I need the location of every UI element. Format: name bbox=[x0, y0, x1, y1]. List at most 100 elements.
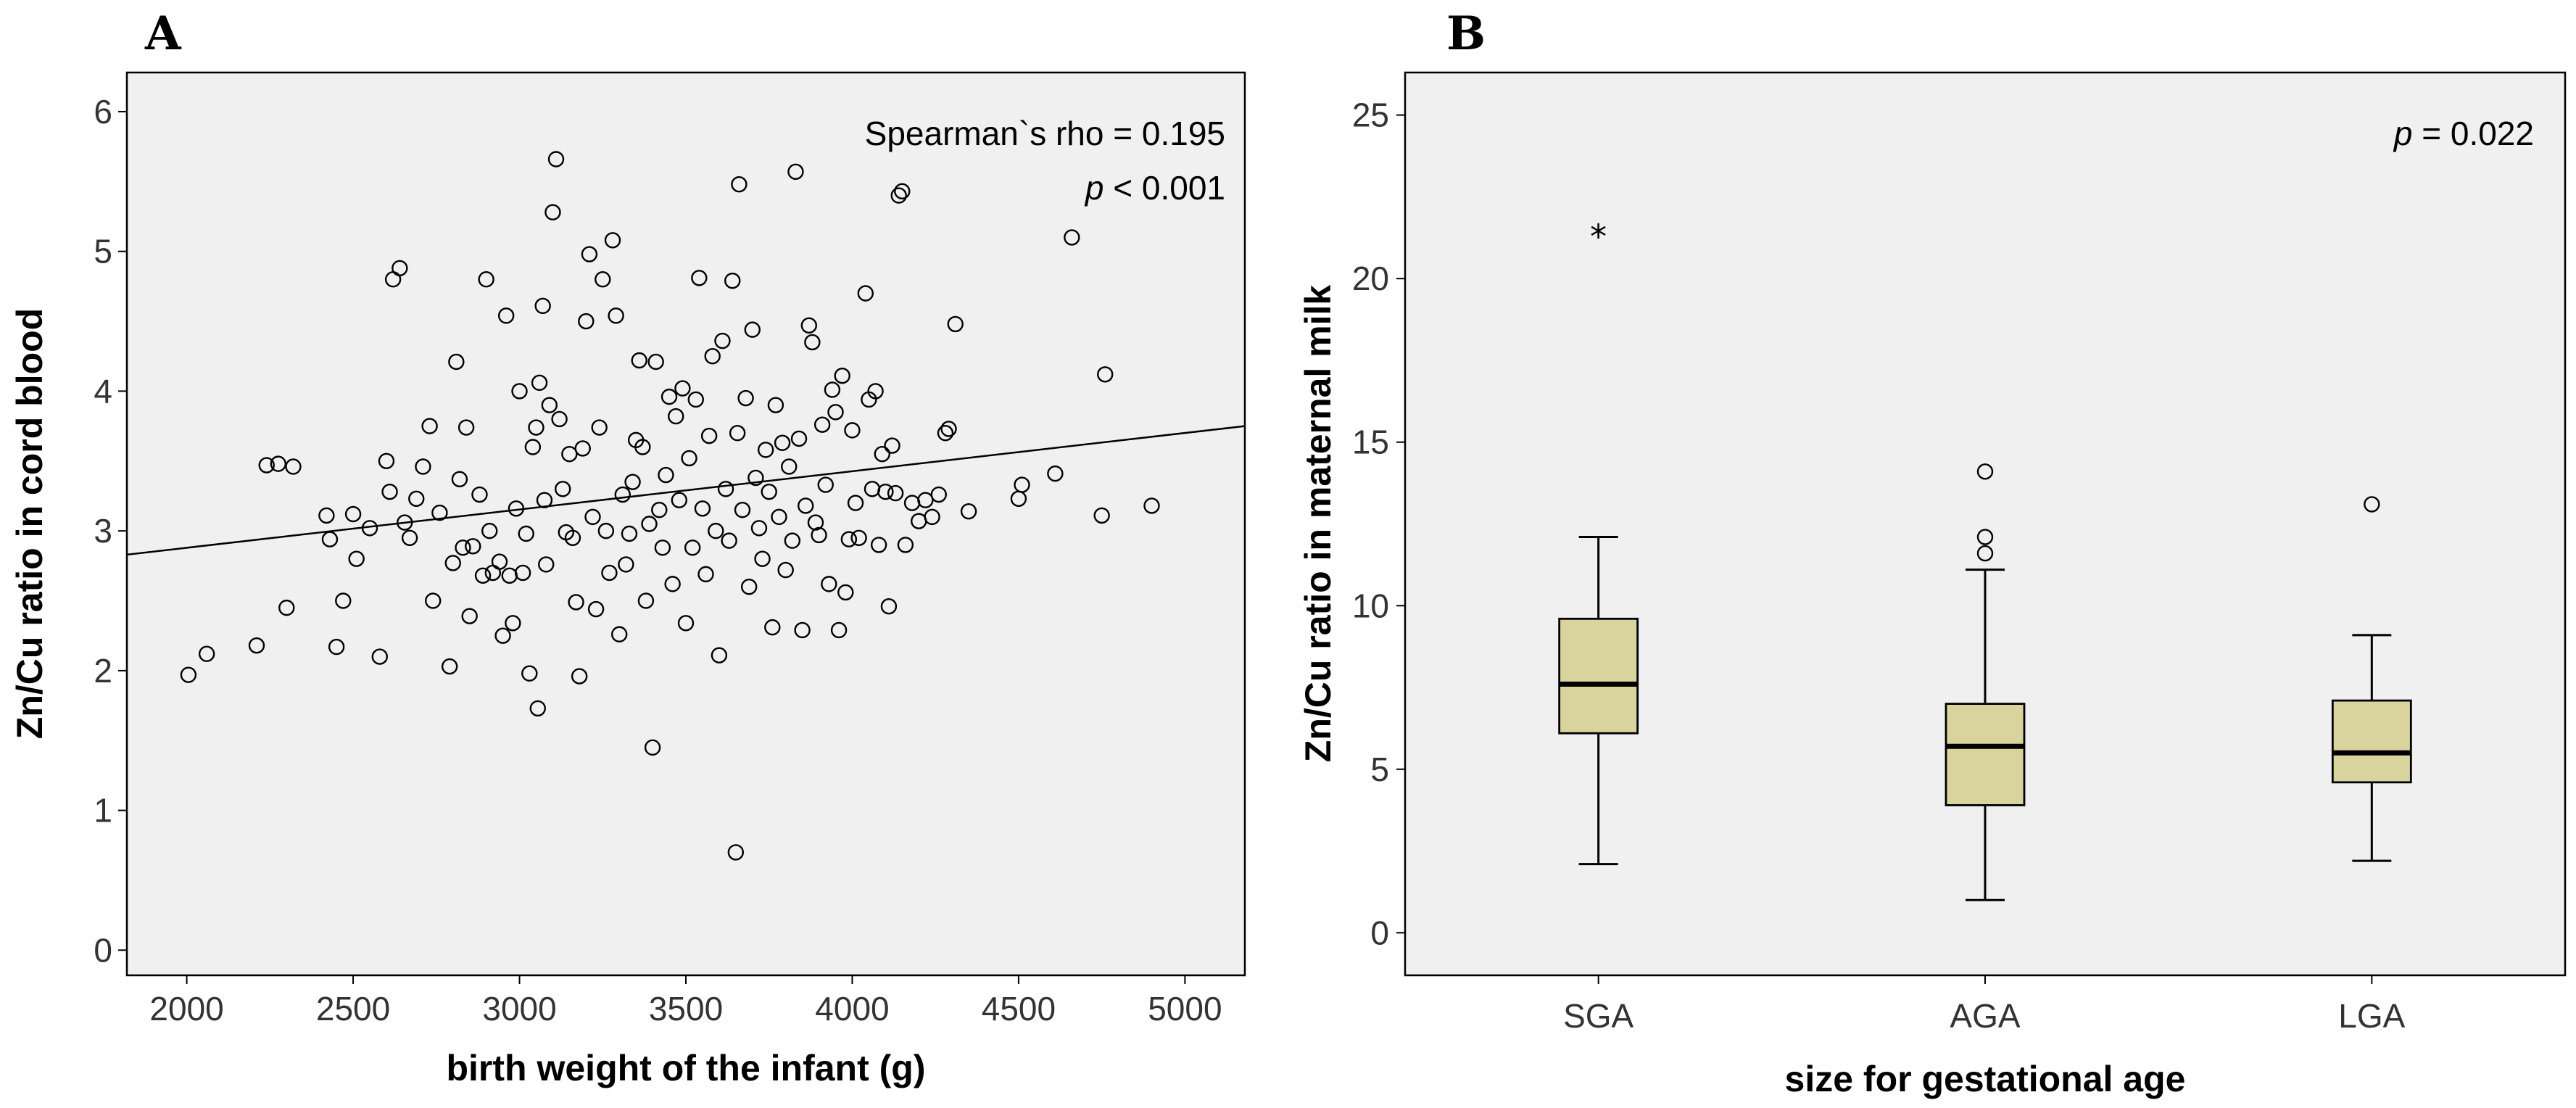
panel-a-p-italic: p bbox=[1084, 169, 1104, 207]
data-point bbox=[940, 421, 957, 437]
data-point bbox=[561, 445, 578, 463]
data-point bbox=[378, 452, 395, 469]
x-tick-label: 3000 bbox=[482, 990, 556, 1028]
data-point bbox=[198, 645, 215, 662]
data-point bbox=[571, 668, 588, 685]
data-point bbox=[631, 352, 647, 369]
data-point bbox=[505, 615, 521, 632]
data-point bbox=[180, 666, 197, 683]
data-point bbox=[529, 700, 546, 717]
outlier-point bbox=[1976, 529, 1994, 545]
data-point bbox=[608, 307, 624, 324]
data-point bbox=[641, 516, 658, 532]
data-point bbox=[681, 450, 697, 467]
y-tick-label: 20 bbox=[1352, 260, 1389, 297]
data-point bbox=[644, 739, 661, 756]
panel-a-points bbox=[180, 151, 1160, 861]
data-point bbox=[348, 550, 365, 567]
data-point bbox=[930, 486, 947, 503]
data-point bbox=[727, 844, 745, 861]
data-point bbox=[538, 556, 555, 573]
panel-b-label: B bbox=[1446, 7, 1486, 61]
data-point bbox=[448, 353, 465, 371]
y-tick-label: 6 bbox=[94, 93, 112, 131]
panel-b-p-italic: p bbox=[2393, 115, 2413, 152]
data-point bbox=[584, 508, 601, 526]
data-point bbox=[687, 391, 704, 408]
panel-a: A 0 1 2 3 4 5 6 2000 2500 3000 3500 4000 4500 5000 S… bbox=[9, 7, 1246, 1088]
data-point bbox=[491, 553, 508, 570]
data-point bbox=[415, 458, 431, 475]
data-point bbox=[811, 526, 827, 544]
data-point bbox=[700, 427, 718, 445]
data-point bbox=[471, 486, 488, 503]
box-group-aga bbox=[1945, 463, 2026, 901]
data-point bbox=[813, 416, 831, 433]
data-point bbox=[867, 383, 884, 400]
data-point bbox=[798, 497, 814, 514]
x-tick-label: 5000 bbox=[1148, 990, 1222, 1028]
panel-a-p-annotation: p < 0.001 bbox=[1084, 169, 1225, 207]
panel-a-plot-area bbox=[125, 71, 1246, 977]
data-point bbox=[478, 271, 494, 288]
data-point bbox=[647, 353, 664, 371]
data-point bbox=[371, 648, 388, 665]
data-point bbox=[830, 621, 848, 639]
data-point bbox=[534, 297, 551, 315]
data-point bbox=[457, 419, 475, 436]
data-point bbox=[541, 397, 558, 413]
data-point bbox=[897, 537, 914, 553]
data-point bbox=[321, 531, 339, 547]
box-group-sga: * bbox=[1558, 218, 1639, 866]
y-tick-label: 5 bbox=[1370, 751, 1389, 788]
data-point bbox=[754, 550, 771, 567]
y-tick-label: 0 bbox=[1370, 914, 1389, 951]
data-point bbox=[870, 537, 887, 553]
data-point bbox=[481, 522, 498, 539]
x-tick-label: 2000 bbox=[149, 990, 223, 1028]
data-point bbox=[947, 315, 964, 333]
data-point bbox=[494, 627, 511, 644]
data-point bbox=[551, 410, 568, 428]
data-point bbox=[518, 525, 534, 542]
data-point bbox=[877, 483, 894, 500]
panel-a-rho-annotation: Spearman`s rho = 0.195 bbox=[865, 115, 1225, 152]
data-point bbox=[344, 505, 362, 523]
data-point bbox=[711, 647, 728, 663]
x-tick-label: 3500 bbox=[649, 990, 723, 1028]
data-point bbox=[834, 368, 850, 384]
data-point bbox=[717, 481, 734, 497]
data-point bbox=[708, 522, 724, 539]
data-point bbox=[465, 538, 481, 555]
data-point bbox=[258, 457, 275, 474]
data-point bbox=[887, 484, 904, 502]
data-point bbox=[847, 495, 864, 511]
data-point bbox=[691, 270, 708, 286]
data-point bbox=[634, 439, 651, 455]
panel-a-y-title: Zn/Cu ratio in cord blood bbox=[9, 308, 50, 739]
data-point bbox=[668, 408, 684, 425]
data-point bbox=[750, 520, 768, 537]
y-tick-label: 25 bbox=[1352, 96, 1389, 134]
data-point bbox=[744, 321, 761, 338]
data-point bbox=[614, 486, 631, 503]
data-point bbox=[408, 490, 425, 508]
data-point bbox=[761, 483, 777, 500]
data-point bbox=[654, 539, 671, 556]
data-point bbox=[774, 434, 791, 451]
x-tick-label: 4500 bbox=[982, 990, 1056, 1028]
panel-a-label: A bbox=[144, 7, 182, 61]
x-tick-label: SGA bbox=[1563, 997, 1633, 1035]
data-point bbox=[451, 471, 468, 488]
data-point bbox=[671, 492, 688, 508]
data-point bbox=[729, 425, 746, 442]
outlier-point bbox=[1976, 545, 1994, 562]
iqr-box bbox=[1945, 703, 2026, 806]
data-point bbox=[740, 579, 758, 595]
outlier-point bbox=[1976, 463, 1994, 480]
panel-b-boxes: * bbox=[1558, 218, 2412, 901]
data-point bbox=[894, 183, 911, 200]
iqr-box bbox=[1558, 617, 1639, 735]
data-point bbox=[771, 508, 787, 526]
